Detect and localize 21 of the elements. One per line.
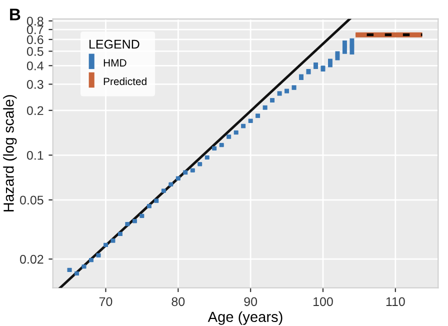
y-axis-title: Hazard (log scale): [3, 95, 17, 212]
x-axis-title: Age (years): [208, 311, 282, 325]
y-tick-label: 0.8: [26, 16, 44, 26]
y-tick-label: 0.2: [26, 106, 44, 116]
y-tick-label: 0.3: [26, 80, 44, 89]
chart-title: B: [10, 8, 20, 20]
y-tick-label: 0.7: [26, 25, 44, 34]
y-tick-label: 0.02: [20, 254, 44, 264]
y-tick-label: 0.5: [26, 47, 44, 56]
x-tick-label: 80: [172, 297, 185, 306]
legend-label: HMD: [104, 59, 126, 66]
y-tick-label: 0.4: [26, 61, 44, 70]
x-tick-label: 70: [99, 297, 112, 306]
y-tick-label: 0.05: [20, 196, 44, 205]
y-tick-label: 0.6: [26, 35, 44, 44]
x-tick-label: 110: [386, 297, 405, 306]
x-tick-label: 100: [314, 297, 333, 306]
legend-title: LEGEND: [90, 40, 140, 49]
y-tick-label: 0.1: [26, 150, 44, 160]
x-tick-label: 90: [244, 297, 258, 306]
legend-label: Predicted: [104, 77, 146, 86]
